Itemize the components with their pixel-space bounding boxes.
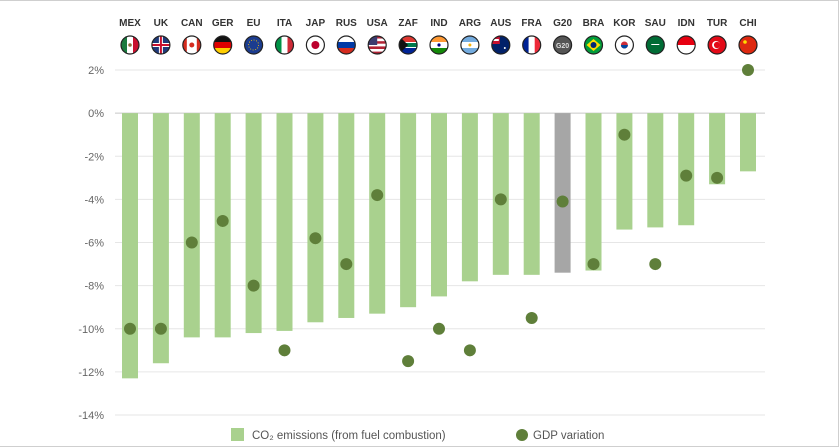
bar-rus	[338, 113, 355, 318]
bar-usa	[369, 113, 386, 314]
y-tick-label: 0%	[88, 108, 104, 120]
bar-eu	[245, 113, 262, 334]
y-tick-label: -4%	[84, 194, 104, 206]
bar-ita	[276, 113, 293, 331]
bar-chi	[740, 113, 756, 172]
south-africa-flag-icon	[398, 35, 418, 55]
gdp-point-uk	[154, 322, 167, 335]
gdp-point-bra	[587, 258, 600, 271]
bar-can	[183, 113, 200, 338]
italy-flag-icon	[274, 35, 295, 55]
bar-uk	[152, 113, 169, 364]
category-label: UK	[154, 18, 169, 29]
category-label: USA	[367, 18, 388, 29]
y-tick-label: 2%	[88, 65, 104, 77]
china-flag-icon	[738, 35, 758, 55]
y-tick-label: -2%	[84, 151, 104, 163]
category-label: SAU	[645, 18, 666, 29]
france-flag-icon	[522, 35, 542, 55]
bar-mex	[122, 113, 138, 379]
category-label: ZAF	[398, 18, 417, 29]
bar-bra	[585, 113, 602, 271]
legend-label-co2: CO₂ emissions (from fuel combustion)	[252, 430, 446, 442]
category-label: JAP	[306, 18, 326, 29]
gdp-point-can	[185, 236, 198, 249]
category-label: FRA	[521, 18, 542, 29]
eu-flag-icon	[244, 35, 264, 55]
gdp-point-zaf	[402, 355, 415, 368]
y-tick-label: -12%	[78, 367, 104, 379]
category-label: ARG	[459, 18, 481, 29]
bar-kor	[616, 113, 633, 230]
gdp-point-chi	[742, 64, 754, 76]
bar-ind	[431, 113, 447, 297]
gdp-point-idn	[680, 169, 693, 182]
gdp-point-ita	[278, 344, 291, 357]
gdp-point-mex	[124, 322, 136, 335]
category-label: RUS	[336, 18, 357, 29]
gdp-point-sau	[649, 258, 662, 271]
india-flag-icon	[429, 35, 449, 55]
gdp-point-tur	[711, 171, 724, 184]
gdp-point-aus	[494, 193, 507, 206]
bar-zaf	[400, 113, 417, 308]
category-label: IDN	[678, 18, 695, 29]
gdp-point-g20	[556, 195, 569, 208]
g20-badge-icon: G20	[552, 35, 573, 55]
bar-jap	[307, 113, 324, 323]
gdp-point-ger	[216, 214, 229, 227]
category-label: CAN	[181, 18, 203, 29]
gdp-point-usa	[371, 189, 384, 202]
gdp-point-eu	[247, 279, 260, 292]
category-label: KOR	[613, 18, 636, 29]
g20-badge-text: G20	[556, 43, 569, 50]
uk-flag-icon	[151, 35, 171, 55]
category-label: MEX	[119, 18, 141, 29]
bar-idn	[678, 113, 695, 226]
category-label: BRA	[583, 18, 605, 29]
bar-g20	[554, 113, 571, 273]
indonesia-flag-icon	[676, 35, 696, 55]
category-label: GER	[212, 18, 234, 29]
usa-flag-icon	[367, 35, 387, 55]
australia-flag-icon	[491, 35, 511, 55]
category-label: IND	[430, 18, 447, 29]
category-label: G20	[553, 18, 572, 29]
turkey-flag-icon	[707, 35, 727, 55]
legend-label-gdp: GDP variation	[533, 430, 604, 442]
saudi-flag-icon	[645, 35, 665, 55]
category-label: AUS	[490, 18, 511, 29]
japan-flag-icon	[305, 35, 325, 55]
category-label: ITA	[277, 18, 292, 29]
argentina-flag-icon	[460, 35, 480, 55]
legend-swatch-gdp	[516, 429, 528, 441]
category-label: EU	[247, 18, 261, 29]
germany-flag-icon	[213, 35, 233, 55]
category-label: CHI	[739, 18, 756, 29]
y-tick-label: -14%	[78, 410, 104, 422]
legend-swatch-co2	[231, 428, 244, 441]
gdp-point-ind	[433, 322, 445, 335]
russia-flag-icon	[336, 35, 356, 55]
bar-sau	[647, 113, 664, 228]
bar-fra	[523, 113, 540, 275]
y-tick-label: -6%	[84, 238, 104, 250]
gdp-point-arg	[463, 344, 476, 357]
category-label: TUR	[707, 18, 728, 29]
gdp-point-kor	[618, 128, 631, 141]
canada-flag-icon	[182, 35, 202, 55]
bar-arg	[461, 113, 478, 282]
gdp-point-fra	[525, 311, 538, 324]
korea-flag-icon	[614, 35, 635, 55]
mexico-flag-icon	[120, 35, 140, 55]
bar-tur	[709, 113, 726, 185]
brazil-flag-icon	[583, 35, 604, 55]
gdp-point-jap	[309, 232, 322, 245]
gdp-point-rus	[340, 258, 353, 271]
y-tick-label: -10%	[78, 324, 104, 336]
y-tick-label: -8%	[84, 281, 104, 293]
